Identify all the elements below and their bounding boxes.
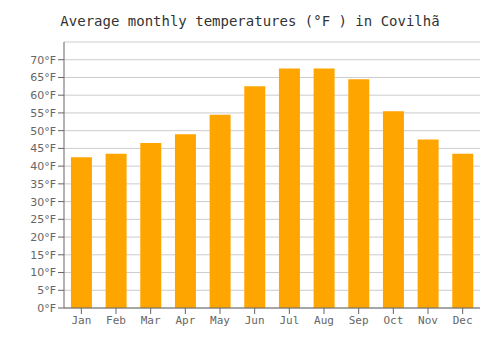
svg-text:Feb: Feb (106, 314, 126, 327)
svg-text:35°F: 35°F (30, 178, 56, 191)
svg-text:50°F: 50°F (30, 125, 56, 138)
svg-text:Aug: Aug (314, 314, 334, 327)
svg-text:5°F: 5°F (37, 284, 56, 297)
svg-text:Nov: Nov (418, 314, 438, 327)
svg-text:25°F: 25°F (30, 213, 56, 226)
svg-text:65°F: 65°F (30, 71, 56, 84)
svg-text:0°F: 0°F (37, 302, 56, 315)
svg-text:55°F: 55°F (30, 107, 56, 120)
svg-text:10°F: 10°F (30, 266, 56, 279)
svg-text:Dec: Dec (453, 314, 473, 327)
svg-text:60°F: 60°F (30, 89, 56, 102)
html-text:Average monthly temperatures (: Average monthly temperatures (°F ) in Co… (60, 13, 440, 29)
svg-text:20°F: 20°F (30, 231, 56, 244)
svg-text:Oct: Oct (383, 314, 403, 327)
svg-text:70°F: 70°F (30, 54, 56, 67)
svg-text:Jun: Jun (245, 314, 265, 327)
svg-text:45°F: 45°F (30, 142, 56, 155)
svg-text:15°F: 15°F (30, 249, 56, 262)
svg-text:40°F: 40°F (30, 160, 56, 173)
svg-text:Mar: Mar (141, 314, 161, 327)
svg-text:30°F: 30°F (30, 196, 56, 209)
svg-text:Jul: Jul (279, 314, 299, 327)
svg-text:Sep: Sep (349, 314, 369, 327)
svg-text:May: May (210, 314, 230, 327)
svg-text:Apr: Apr (175, 314, 195, 327)
svg-text:Jan: Jan (71, 314, 91, 327)
